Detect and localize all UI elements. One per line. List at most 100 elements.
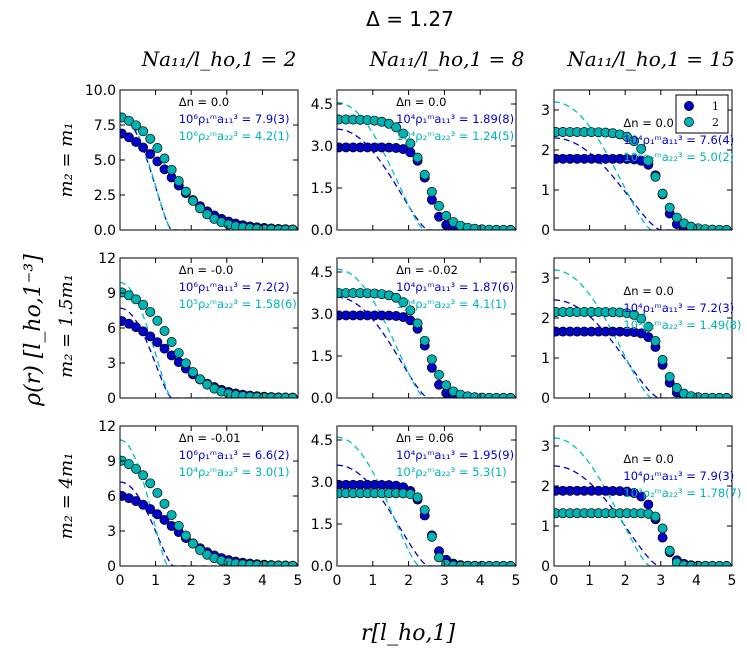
data-point-species-2 bbox=[484, 561, 495, 566]
data-point-species-2 bbox=[138, 470, 149, 481]
data-point-species-1 bbox=[152, 337, 163, 348]
x-tick-label: 1 bbox=[151, 573, 160, 589]
data-point-species-2 bbox=[419, 505, 430, 515]
panel-r2-c3: 0 1 2 3 Δn = 0.0 10⁴ρ₁ᵐa₁₁³ = 7.2(3) 10³ρ₂ᵐa₂₂… bbox=[541, 257, 741, 407]
delta-n-annotation: Δn = -0.0 bbox=[179, 263, 234, 277]
data-point-species-2 bbox=[152, 487, 163, 498]
data-point-species-2 bbox=[152, 315, 163, 326]
data-point-species-2 bbox=[664, 202, 675, 213]
x-axis-label: r[l_ho,1] bbox=[361, 621, 456, 646]
delta-n-annotation: Δn = 0.0 bbox=[623, 452, 673, 466]
data-point-species-2 bbox=[145, 306, 156, 317]
x-tick-label: 4 bbox=[692, 573, 701, 589]
y-tick-label: 0 bbox=[541, 223, 550, 239]
x-tick-label: 4 bbox=[258, 573, 267, 589]
row-label-3: m₂ = 4m₁ bbox=[56, 453, 77, 540]
data-point-species-2 bbox=[195, 545, 206, 555]
y-tick-label: 1 bbox=[541, 519, 550, 535]
x-tick-label: 3 bbox=[222, 573, 231, 589]
tf-curve-species-2 bbox=[337, 436, 516, 566]
species-1-density-annotation: 10⁴ρ₁ᵐa₁₁³ = 7.2(3) bbox=[623, 301, 734, 315]
legend-marker bbox=[684, 117, 694, 127]
x-tick-label: 2 bbox=[621, 573, 630, 589]
data-point-species-2 bbox=[398, 128, 409, 139]
data-point-species-2 bbox=[180, 186, 191, 197]
tf-curve-species-2 bbox=[554, 269, 732, 398]
data-point-species-2 bbox=[138, 126, 149, 137]
data-point-species-2 bbox=[188, 538, 198, 549]
data-point-species-2 bbox=[426, 186, 437, 197]
y-tick-label: 6 bbox=[107, 321, 116, 337]
data-point-species-2 bbox=[636, 143, 647, 154]
delta-n-annotation: Δn = -0.02 bbox=[396, 263, 458, 277]
data-point-species-1 bbox=[159, 343, 170, 354]
x-tick-label: 5 bbox=[512, 573, 521, 589]
species-2-density-annotation: 10⁴ρ₂ᵐa₂₂³ = 3.0(1) bbox=[179, 465, 290, 479]
panel-r1-c2: 0.0 1.5 3.0 4.5 Δn = 0.0 10⁴ρ₁ᵐa₁₁³ = 1.89(8)… bbox=[311, 89, 517, 239]
data-point-species-2 bbox=[477, 561, 487, 566]
y-tick-label: 9 bbox=[107, 454, 116, 470]
column-title-2: Na₁₁/l_ho,1 = 8 bbox=[369, 47, 525, 71]
data-point-species-2 bbox=[441, 380, 452, 391]
figure-title: Δ = 1.27 bbox=[366, 7, 454, 31]
x-tick-label: 0 bbox=[333, 573, 342, 589]
data-point-species-1 bbox=[159, 514, 170, 525]
data-point-species-2 bbox=[180, 358, 191, 369]
data-point-species-2 bbox=[498, 561, 509, 566]
panel-r3-c3: 0 1 2 3 4 5 0 1 2 3 Δn = 0.0 10⁴ρ₁ᵐa₁₁³ = 7.9(3) 10³… bbox=[541, 425, 741, 589]
axes-frame bbox=[336, 89, 517, 231]
data-point-species-2 bbox=[166, 337, 177, 347]
x-tick-label: 2 bbox=[404, 573, 413, 589]
axes-frame bbox=[553, 89, 733, 231]
species-2-density-annotation: 10³ρ₂ᵐa₂₂³ = 1.78(7) bbox=[623, 486, 741, 500]
y-tick-label: 1.5 bbox=[311, 517, 333, 533]
y-tick-label: 0.0 bbox=[311, 223, 333, 239]
data-point-species-1 bbox=[138, 142, 149, 153]
delta-n-annotation: Δn = -0.01 bbox=[179, 431, 241, 445]
data-point-species-2 bbox=[469, 561, 480, 566]
y-tick-label: 3 bbox=[541, 439, 550, 455]
y-tick-label: 5.0 bbox=[94, 153, 116, 169]
row-label-1: m₂ = m₁ bbox=[56, 122, 77, 197]
data-point-species-2 bbox=[650, 171, 661, 182]
data-point-species-2 bbox=[426, 354, 437, 365]
tf-curve-species-1 bbox=[554, 137, 732, 230]
y-tick-label: 0 bbox=[107, 391, 116, 407]
species-1-density-annotation: 10⁶ρ₁ᵐa₁₁³ = 7.9(3) bbox=[179, 112, 290, 126]
y-tick-label: 6 bbox=[107, 489, 116, 505]
data-point-species-2 bbox=[434, 200, 444, 211]
data-point-species-1 bbox=[145, 504, 156, 515]
column-title-1: Na₁₁/l_ho,1 = 2 bbox=[141, 47, 297, 71]
panel-r2-c2: 0.0 1.5 3.0 4.5 Δn = -0.02 10⁴ρ₁ᵐa₁₁³ = 1.87(… bbox=[311, 257, 517, 407]
y-tick-label: 4.5 bbox=[311, 97, 333, 113]
x-tick-label: 2 bbox=[187, 573, 196, 589]
data-point-species-2 bbox=[664, 371, 675, 382]
row-label-2: m₂ = 1.5m₁ bbox=[56, 274, 77, 378]
data-point-species-2 bbox=[405, 138, 416, 149]
axes-frame bbox=[336, 257, 517, 399]
data-point-species-1 bbox=[636, 491, 647, 502]
species-2-density-annotation: 10⁴ρ₂ᵐa₂₂³ = 4.1(1) bbox=[396, 297, 507, 311]
data-point-species-2 bbox=[159, 326, 170, 336]
species-2-density-annotation: 10³ρ₂ᵐa₂₂³ = 5.3(1) bbox=[396, 465, 507, 479]
data-point-species-2 bbox=[391, 122, 402, 133]
y-tick-label: 3.0 bbox=[311, 307, 333, 323]
y-tick-label: 2.5 bbox=[94, 188, 116, 204]
data-point-species-1 bbox=[138, 499, 149, 510]
data-point-species-2 bbox=[491, 561, 502, 566]
y-tick-label: 4.5 bbox=[311, 265, 333, 281]
data-point-species-2 bbox=[188, 367, 198, 378]
data-point-species-2 bbox=[622, 131, 632, 142]
species-1-density-annotation: 10⁴ρ₁ᵐa₁₁³ = 7.9(3) bbox=[623, 469, 734, 483]
data-point-species-2 bbox=[123, 115, 134, 126]
data-point-species-2 bbox=[650, 336, 661, 346]
y-tick-label: 0 bbox=[541, 559, 550, 575]
data-point-species-2 bbox=[664, 545, 675, 556]
y-tick-label: 0.0 bbox=[311, 391, 333, 407]
legend-label: 2 bbox=[712, 116, 719, 129]
y-tick-label: 3.0 bbox=[311, 139, 333, 155]
data-point-species-2 bbox=[505, 561, 516, 566]
x-tick-label: 1 bbox=[585, 573, 594, 589]
